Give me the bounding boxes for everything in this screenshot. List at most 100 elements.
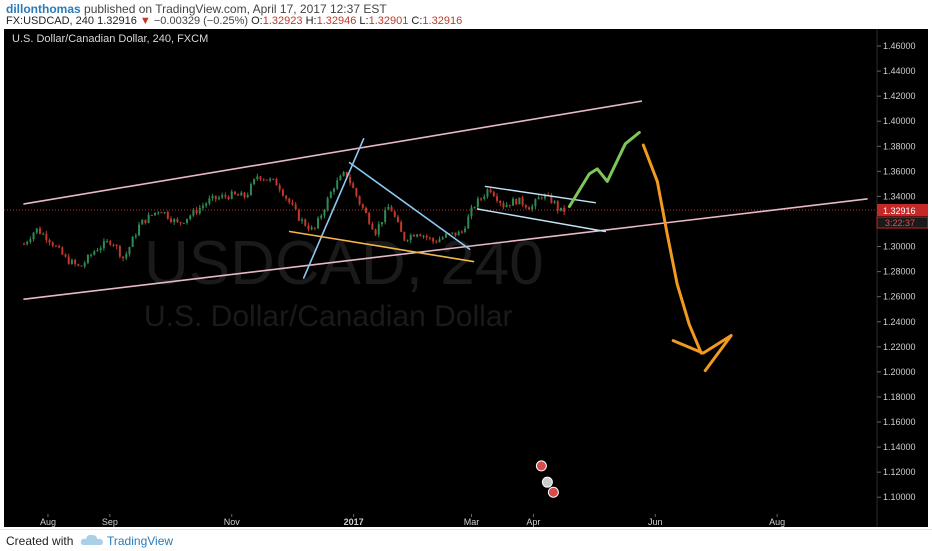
candle-body [122,256,125,259]
candle-body [189,215,192,219]
candle-body [355,188,358,197]
candle-body [256,176,259,180]
candle-body [217,197,220,200]
candle-body [323,209,326,216]
candle-body [201,205,204,208]
candle-body [99,248,102,251]
candle-body [291,202,294,205]
y-tick-label: 1.16000 [883,417,916,427]
candle-body [230,191,233,199]
countdown-tag [876,216,928,229]
candle-body [80,265,83,267]
candle-body [508,204,511,206]
candle-body [496,196,499,201]
candle-body [480,198,483,200]
candle-body [96,250,99,252]
low-label: L: [359,15,369,27]
candle-body [26,241,29,245]
candle-body [336,180,339,189]
candle-body [243,192,246,198]
y-tick-label: 1.12000 [883,467,916,477]
candle-body [435,241,438,243]
candle-body [451,232,454,234]
candle-body [329,191,332,199]
y-tick-label: 1.10000 [883,492,916,502]
y-tick-label: 1.20000 [883,367,916,377]
event-marker-icon [535,460,547,472]
candle-body [556,201,559,211]
created-with-text: Created with [6,534,74,548]
candle-body [537,197,540,200]
candle-body [470,207,473,217]
candle-body [35,228,38,233]
candle-body [22,244,25,246]
candle-body [540,197,543,199]
candle-body [358,196,361,205]
x-tick-label: Aug [769,517,785,527]
candle-body [179,222,182,224]
x-tick-label: Jun [648,517,663,527]
candle-body [42,233,45,235]
candle-body [543,195,546,199]
candle-body [128,247,131,255]
chart-panel[interactable]: USDCAD, 240 U.S. Dollar/Canadian Dollar … [4,29,928,527]
candle-body [326,198,329,210]
candle-body [387,206,390,210]
candle-body [131,236,134,248]
candle-body [246,194,249,198]
yellow-trend-line [288,230,475,263]
candle-body [534,199,537,207]
blue-trend-line-rising [302,138,365,279]
candle-body [163,212,166,214]
open-label: O: [251,15,263,27]
candle-body [83,262,86,267]
candle-body [157,212,160,214]
candle-body [393,211,396,217]
countdown-text: 3:22:37 [885,218,915,228]
x-tick-label: Nov [224,517,241,527]
candle-body [112,244,115,246]
candle-body [54,245,57,247]
candle-body [464,228,467,232]
tradingview-brand-link[interactable]: TradingView [107,534,174,548]
candle-body [147,214,150,223]
candle-body [134,235,137,237]
y-tick-label: 1.40000 [883,116,916,126]
price-chart[interactable]: USDCAD, 240 U.S. Dollar/Canadian Dollar … [4,29,928,527]
candle-body [457,231,460,236]
candle-body [422,235,425,237]
candle-body [380,221,383,225]
candle-body [301,219,304,221]
publish-line: dillonthomas published on TradingView.co… [6,2,387,16]
candle-body [86,255,89,263]
candle-body [160,212,163,214]
candle-body [505,204,508,208]
x-tick-label: Mar [464,517,480,527]
candle-body [115,244,118,247]
chart-title: U.S. Dollar/Canadian Dollar, 240, FXCM [12,33,208,45]
candle-body [118,246,121,257]
candle-body [173,219,176,223]
candle-body [32,232,35,240]
candle-body [259,176,262,180]
candle-body [221,195,224,198]
candle-body [527,207,530,210]
wedge-upper-line [484,185,596,204]
candle-body [269,178,272,181]
candle-body [342,171,345,176]
candle-body [288,198,291,203]
x-tick-label: Sep [102,517,118,527]
event-marker-icon [541,476,553,488]
candle-body [195,209,198,214]
candle-body [384,209,387,222]
last-price-text: 1.32916 [883,206,916,216]
candle-body [499,200,502,204]
candle-body [486,189,489,197]
x-tick-label: 2017 [344,517,364,527]
candle-body [304,219,307,226]
candle-body [211,195,214,199]
candle-body [406,240,409,242]
author-link[interactable]: dillonthomas [6,2,81,16]
candle-body [489,189,492,193]
candle-body [297,209,300,221]
